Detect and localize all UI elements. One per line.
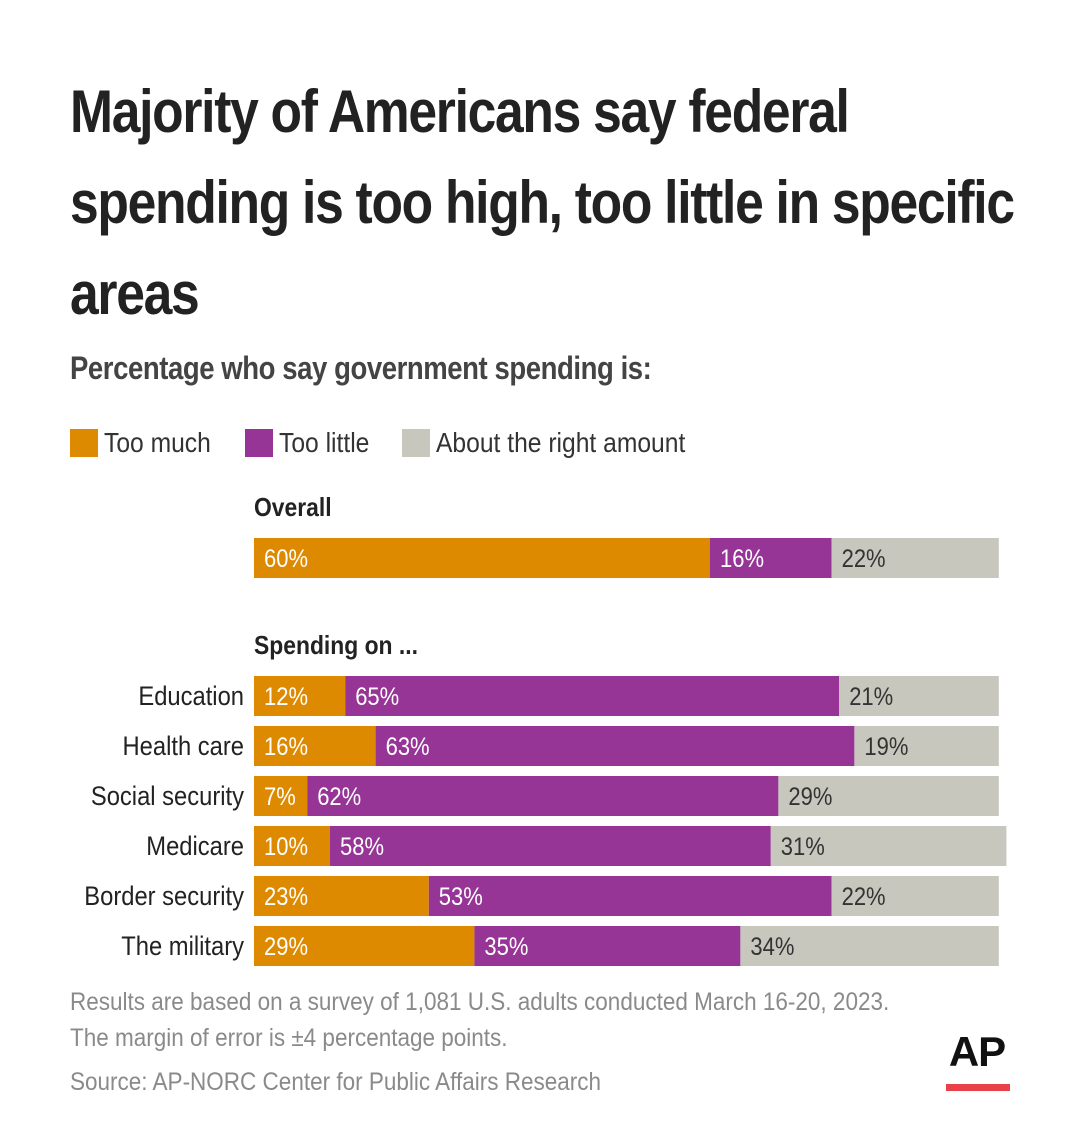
- bar-border-security-too-much: [254, 876, 429, 916]
- value-label-overall-too-much: 60%: [264, 545, 308, 573]
- value-label-education-about-the-right-amount: 21%: [849, 683, 893, 711]
- ap-logo: AP: [948, 1028, 1006, 1075]
- value-label-education-too-much: 12%: [264, 683, 308, 711]
- value-label-health-care-about-the-right-amount: 19%: [864, 733, 908, 761]
- chart-title: Majority of Americans say federal spendi…: [70, 78, 1015, 327]
- bar-health-care-too-little: [375, 726, 855, 766]
- category-label-education: Education: [138, 682, 244, 712]
- value-label-the-military-too-much: 29%: [264, 933, 308, 961]
- category-label-health-care: Health care: [123, 732, 244, 762]
- value-label-overall-too-little: 16%: [720, 545, 764, 573]
- footnote-source: Source: AP-NORC Center for Public Affair…: [70, 1068, 602, 1096]
- section-label-overall: Overall: [254, 492, 332, 522]
- legend-label-too-little: Too little: [279, 427, 370, 458]
- value-label-medicare-about-the-right-amount: 31%: [781, 833, 825, 861]
- legend-swatch-about-right: [402, 429, 431, 457]
- bar-social-security-about-the-right-amount: [778, 776, 999, 816]
- bar-education-about-the-right-amount: [839, 676, 999, 716]
- bar-border-security-about-the-right-amount: [831, 876, 999, 916]
- value-label-education-too-little: 65%: [355, 683, 399, 711]
- bar-the-military-about-the-right-amount: [740, 926, 999, 966]
- value-label-health-care-too-much: 16%: [264, 733, 308, 761]
- value-label-border-security-about-the-right-amount: 22%: [842, 883, 886, 911]
- value-label-the-military-about-the-right-amount: 34%: [750, 933, 794, 961]
- value-label-social-security-too-much: 7%: [264, 783, 296, 811]
- ap-logo-underline: [946, 1084, 1010, 1091]
- footnote-survey: Results are based on a survey of 1,081 U…: [70, 988, 890, 1016]
- category-label-the-military: The military: [121, 932, 244, 962]
- bar-the-military-too-little: [474, 926, 741, 966]
- category-label-border-security: Border security: [84, 882, 244, 912]
- category-label-social-security: Social security: [91, 782, 244, 812]
- legend-item-too-little: Too little: [245, 427, 382, 459]
- legend: Too much Too little About the right amou…: [70, 426, 739, 460]
- section-label-spending-on: Spending on ...: [254, 630, 418, 660]
- value-label-overall-about-the-right-amount: 22%: [842, 545, 886, 573]
- bar-overall-about-the-right-amount: [831, 538, 999, 578]
- bar-education-too-much: [254, 676, 346, 716]
- bar-overall-too-little: [710, 538, 832, 578]
- legend-item-too-much: Too much: [70, 427, 225, 459]
- legend-swatch-too-little: [245, 429, 274, 457]
- bar-health-care-too-much: [254, 726, 376, 766]
- footnote-margin: The margin of error is ±4 percentage poi…: [70, 1024, 508, 1052]
- category-label-medicare: Medicare: [146, 832, 244, 862]
- bar-border-security-too-little: [428, 876, 832, 916]
- value-label-border-security-too-much: 23%: [264, 883, 308, 911]
- bar-social-security-too-little: [307, 776, 779, 816]
- legend-swatch-too-much: [70, 429, 98, 457]
- bar-the-military-too-much: [254, 926, 475, 966]
- chart-subtitle: Percentage who say government spending i…: [70, 350, 652, 386]
- bar-medicare-too-little: [330, 826, 771, 866]
- value-label-the-military-too-little: 35%: [484, 933, 528, 961]
- legend-label-too-much: Too much: [104, 427, 211, 458]
- value-label-social-security-too-little: 62%: [317, 783, 361, 811]
- bar-health-care-about-the-right-amount: [854, 726, 999, 766]
- bar-education-too-little: [345, 676, 840, 716]
- bar-overall-too-much: [254, 538, 710, 578]
- legend-item-about-right: About the right amount: [402, 427, 719, 459]
- value-label-medicare-too-much: 10%: [264, 833, 308, 861]
- value-label-social-security-about-the-right-amount: 29%: [788, 783, 832, 811]
- bar-medicare-too-much: [254, 826, 330, 866]
- value-label-health-care-too-little: 63%: [386, 733, 430, 761]
- value-label-medicare-too-little: 58%: [340, 833, 384, 861]
- value-label-border-security-too-little: 53%: [439, 883, 483, 911]
- bar-social-security-too-much: [254, 776, 308, 816]
- bar-medicare-about-the-right-amount: [770, 826, 1007, 866]
- legend-label-about-right: About the right amount: [436, 427, 686, 458]
